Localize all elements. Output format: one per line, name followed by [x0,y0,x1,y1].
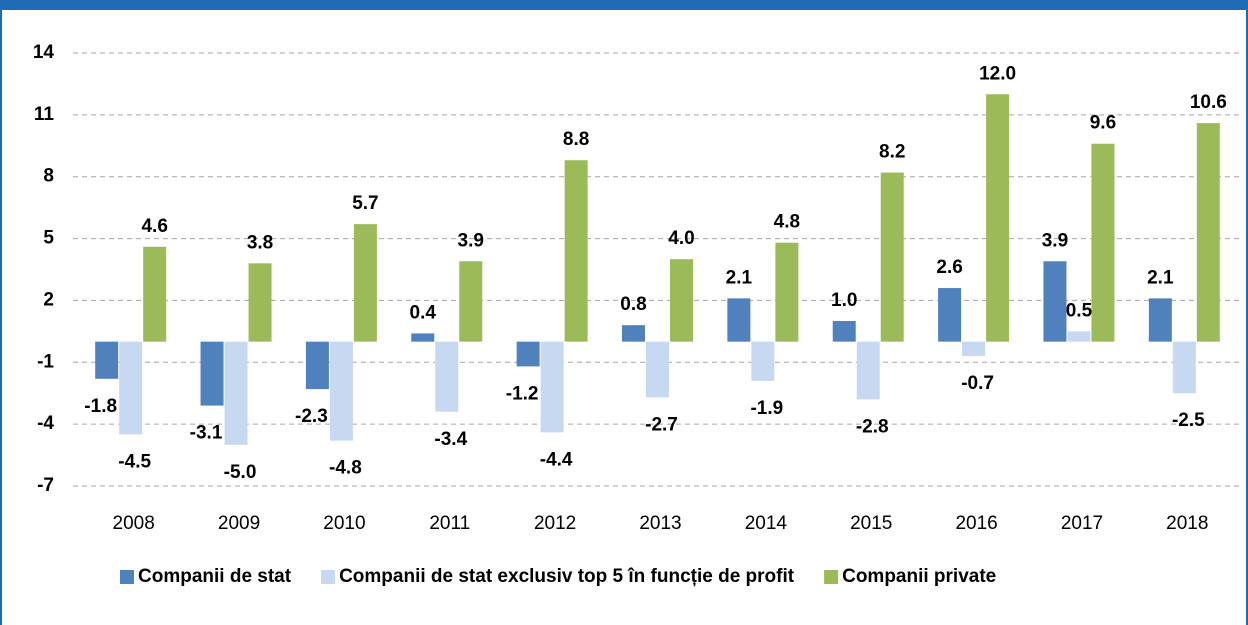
bar [248,263,272,342]
bar [670,259,693,342]
bar [646,341,669,398]
value-label: 1.0 [831,290,857,311]
x-tick-label: 2010 [323,513,365,534]
y-tick-label: -1 [37,351,54,372]
value-label: -0.7 [961,373,994,394]
value-label: 2.1 [726,267,753,288]
value-label: -1.9 [750,398,783,419]
legend-label: Companii de stat [138,566,292,587]
value-label: -4.8 [329,458,362,479]
bar [411,333,435,342]
bar [727,298,751,342]
bar [459,261,483,342]
x-tick-label: 2011 [429,513,470,534]
value-label: 5.7 [352,193,378,214]
bar [305,341,329,390]
value-label: -2.7 [645,414,678,435]
value-label: 2.6 [936,257,962,278]
value-label: -4.5 [118,451,151,472]
right-border [1246,0,1248,625]
value-label: 10.6 [1190,92,1227,113]
legend-label: Companii de stat exclusiv top 5 în funcț… [339,566,795,587]
bar [224,341,248,445]
bar [119,341,143,435]
x-tick-label: 2014 [745,513,788,534]
value-label: -2.8 [856,416,889,437]
legend-label: Companii private [842,566,996,587]
legend-swatch [321,570,336,584]
bar [1196,123,1220,342]
x-tick-label: 2009 [218,513,260,534]
value-label: 4.0 [668,228,694,249]
value-label: 8.8 [563,129,589,150]
x-tick-label: 2013 [639,513,681,534]
bar [1043,261,1067,342]
bar [775,242,799,342]
value-label: 2.1 [1147,267,1174,288]
value-label: 4.8 [774,212,800,233]
bar [200,341,224,406]
x-tick-label: 2012 [534,513,576,534]
bar [329,341,353,441]
value-label: -3.4 [434,429,467,450]
bar [986,94,1010,342]
x-tick-label: 2015 [850,513,892,534]
bar [1091,143,1115,342]
x-tick-label: 2016 [955,513,997,534]
legend-swatch [824,570,839,584]
bar [564,160,588,342]
value-label: -3.1 [190,423,223,444]
value-label: 12.0 [979,63,1016,84]
bar [938,288,962,342]
bar [435,341,459,412]
y-tick-label: 11 [34,104,55,125]
x-tick-label: 2017 [1061,513,1103,534]
y-tick-label: 8 [43,166,54,187]
x-tick-label: 2008 [113,513,155,534]
value-label: 3.9 [1042,230,1068,251]
value-label: 3.8 [247,232,273,253]
y-tick-label: 2 [43,289,54,310]
left-border [0,0,2,625]
top-band [0,0,1248,10]
value-label: 4.6 [141,216,167,237]
bar [353,224,377,342]
bar [1148,298,1172,342]
value-label: 8.2 [879,142,905,163]
bar [880,172,904,342]
bar [962,341,986,357]
value-label: 9.6 [1090,113,1116,134]
y-tick-label: -4 [37,413,54,434]
legend-swatch [120,570,134,584]
bar [516,341,540,367]
bar [1067,331,1091,342]
y-tick-label: 14 [33,42,55,63]
bar [95,341,119,379]
bar [143,246,167,342]
value-label: -2.3 [295,406,328,427]
bar [856,341,880,400]
value-label: 0.5 [1066,300,1093,321]
value-label: 0.4 [410,302,437,323]
x-tick-label: 2018 [1166,513,1208,534]
value-label: -1.8 [84,396,117,417]
value-label: -5.0 [224,462,257,483]
value-label: 0.8 [620,294,646,315]
value-label: -2.5 [1172,410,1205,431]
y-tick-label: 5 [43,228,54,249]
value-label: 3.9 [458,230,484,251]
bar [622,325,645,342]
bar [1172,341,1196,394]
value-label: -4.4 [540,449,573,470]
value-label: -1.2 [506,383,539,404]
bar [751,341,775,381]
bar [832,321,856,342]
y-tick-label: -7 [37,475,54,496]
bar [540,341,564,433]
